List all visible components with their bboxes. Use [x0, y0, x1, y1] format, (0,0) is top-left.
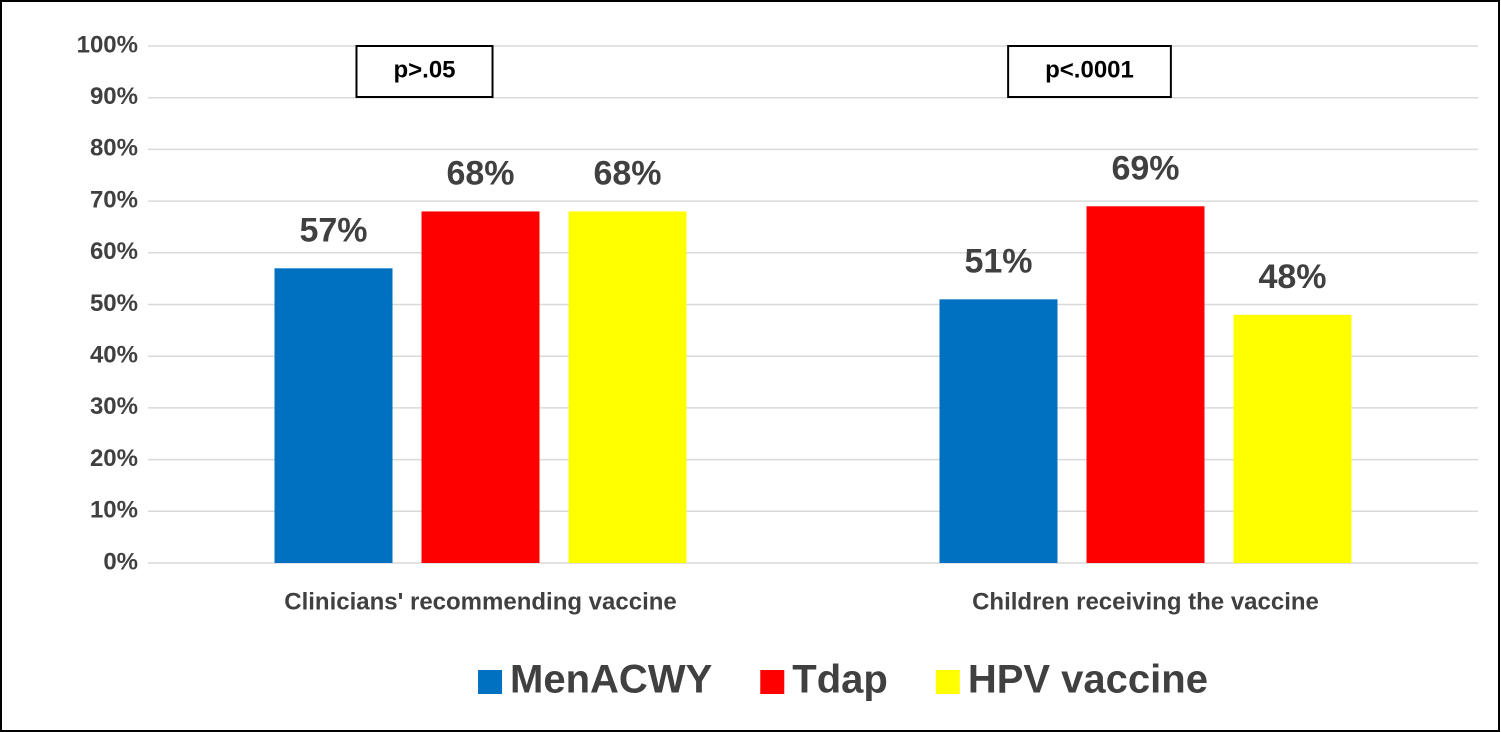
annotation-box [1007, 45, 1172, 98]
bar [274, 268, 393, 563]
bar [939, 299, 1058, 563]
data-label: 69% [1111, 149, 1179, 187]
y-tick-label: 20% [90, 445, 138, 472]
annotation: p<.0001 [1045, 56, 1134, 83]
y-tick-label: 50% [90, 290, 138, 317]
legend-swatch [935, 670, 960, 694]
y-tick-label: 40% [90, 342, 138, 369]
y-tick-label: 0% [103, 548, 138, 575]
x-tick-label: Children receiving the vaccine [972, 588, 1319, 615]
y-tick-label: 100% [77, 31, 138, 58]
y-tick-label: 30% [90, 393, 138, 420]
bar [568, 211, 687, 563]
legend-label: MenACWY [510, 658, 713, 702]
y-tick-label: 70% [90, 186, 138, 213]
data-label: 57% [299, 211, 367, 249]
y-tick-label: 60% [90, 238, 138, 265]
annotation: p>.05 [393, 56, 455, 83]
legend-swatch [760, 670, 785, 694]
y-tick-label: 10% [90, 497, 138, 524]
y-tick-label: 90% [90, 83, 138, 110]
data-label: 68% [593, 154, 661, 192]
bar [1086, 206, 1205, 563]
legend-swatch [478, 670, 503, 694]
y-tick-label: 80% [90, 135, 138, 162]
data-label: 51% [964, 242, 1032, 280]
annotation-box [355, 45, 494, 98]
legend-label: HPV vaccine [968, 658, 1208, 702]
data-label: 48% [1258, 258, 1326, 296]
x-tick-label: Clinicians' recommending vaccine [284, 588, 677, 615]
data-label: 68% [446, 154, 514, 192]
bar [421, 211, 540, 563]
bar [1233, 314, 1352, 563]
legend-label: Tdap [792, 658, 888, 702]
